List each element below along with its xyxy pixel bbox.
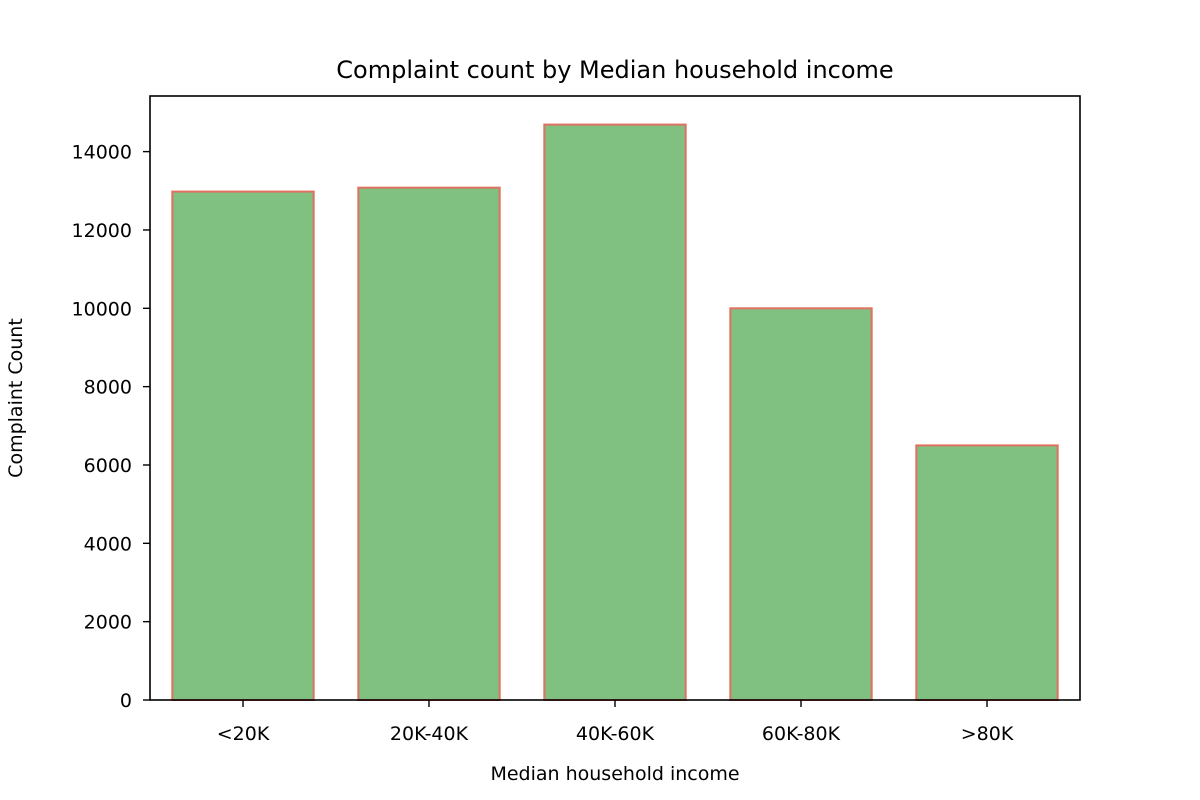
y-tick-label: 10000 [72,298,132,320]
y-axis-label: Complaint Count [5,318,27,478]
y-tick-label: 4000 [84,533,132,555]
bar [357,186,501,701]
bars-group [171,123,1059,702]
x-tick-label: 40K-60K [576,723,655,745]
bar [915,444,1059,702]
x-axis-ticks: <20K 20K-40K 40K-60K 60K-80K >80K [217,700,1014,745]
chart-title: Complaint count by Median household inco… [336,56,893,84]
x-axis-label: Median household income [490,763,739,785]
y-tick-label: 6000 [84,455,132,477]
x-tick-label: 60K-80K [762,723,841,745]
bar [171,190,315,701]
plot-frame [149,95,1081,701]
bar [543,123,687,701]
x-tick-label: 20K-40K [390,723,469,745]
y-axis-ticks: 0 2000 4000 6000 8000 10000 12000 14000 [72,142,150,712]
y-tick-label: 14000 [72,142,132,164]
y-tick-label: 0 [120,690,132,712]
y-tick-label: 8000 [84,377,132,399]
y-tick-label: 12000 [72,220,132,242]
x-tick-label: >80K [961,723,1014,745]
y-tick-label: 2000 [84,612,132,634]
x-tick-label: <20K [217,723,270,745]
bar [729,307,873,701]
